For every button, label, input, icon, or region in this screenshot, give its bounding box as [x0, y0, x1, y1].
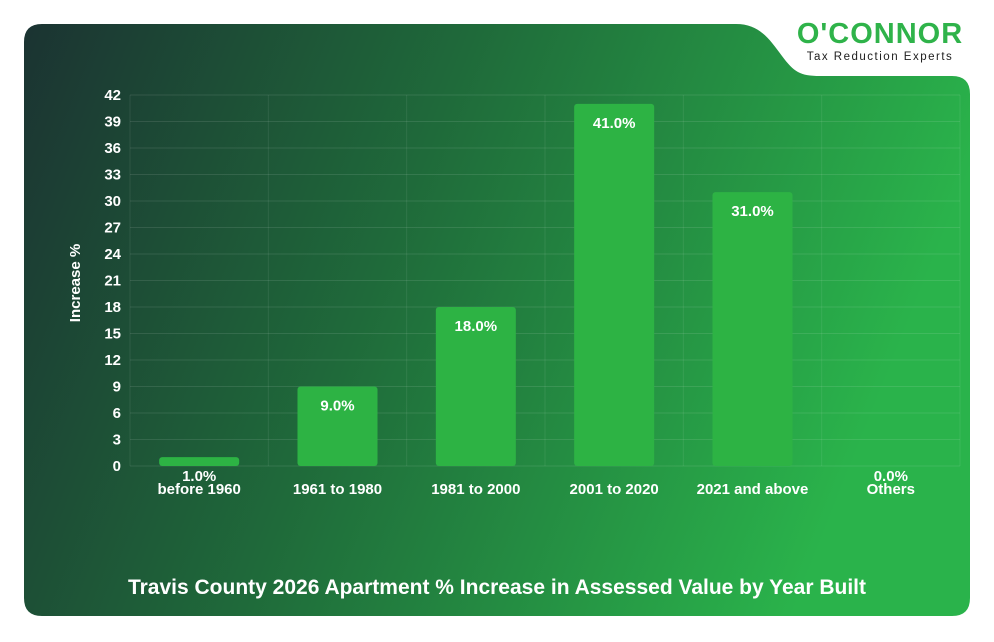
x-category-label: 1961 to 1980 [293, 481, 382, 498]
data-label: 1.0% [182, 468, 216, 485]
y-tick-label: 42 [104, 87, 121, 104]
y-tick-label: 9 [113, 379, 121, 396]
x-category-label: before 1960 [157, 481, 240, 498]
y-tick-label: 24 [104, 246, 121, 263]
y-tick-label: 18 [104, 299, 121, 316]
data-label: 31.0% [731, 203, 774, 220]
y-tick-label: 0 [113, 458, 121, 475]
x-axis-categories: before 1960 1961 to 1980 1981 to 2000 2001 … [157, 481, 915, 498]
bar[interactable] [435, 307, 516, 466]
bar[interactable] [297, 386, 378, 467]
x-category-label: 1981 to 2000 [431, 481, 520, 498]
logo-wordmark: O'CONNOR [796, 18, 964, 50]
y-tick-label: 6 [113, 405, 121, 422]
x-category-label: 2021 and above [697, 481, 809, 498]
data-label: 0.0% [874, 468, 908, 485]
y-tick-label: 39 [104, 114, 121, 131]
y-tick-label: 21 [104, 273, 121, 290]
y-tick-label: 15 [104, 326, 121, 343]
data-labels: 1.0% 9.0% 18.0% 41.0% 31.0% 0.0% [182, 115, 908, 485]
data-label: 9.0% [320, 398, 354, 415]
bar[interactable] [574, 103, 655, 466]
bar[interactable] [712, 192, 793, 466]
y-axis-label: Increase % [67, 244, 84, 322]
x-category-label: 2001 to 2020 [570, 481, 659, 498]
data-label: 41.0% [593, 115, 636, 132]
y-tick-label: 27 [104, 220, 121, 237]
brand-logo[interactable]: O'CONNOR Tax Reduction Experts [780, 18, 980, 63]
y-tick-label: 12 [104, 352, 121, 369]
bar[interactable] [159, 457, 240, 466]
grid-lines [129, 94, 961, 467]
y-tick-label: 33 [104, 167, 121, 184]
chart-title: Travis County 2026 Apartment % Increase … [127, 576, 867, 599]
y-tick-label: 3 [113, 432, 121, 449]
y-tick-label: 30 [104, 193, 121, 210]
logo-tagline: Tax Reduction Experts [806, 51, 954, 63]
bars [159, 103, 793, 467]
data-label: 18.0% [455, 318, 498, 335]
y-tick-label: 36 [104, 140, 121, 157]
x-category-label: Others [867, 481, 915, 498]
